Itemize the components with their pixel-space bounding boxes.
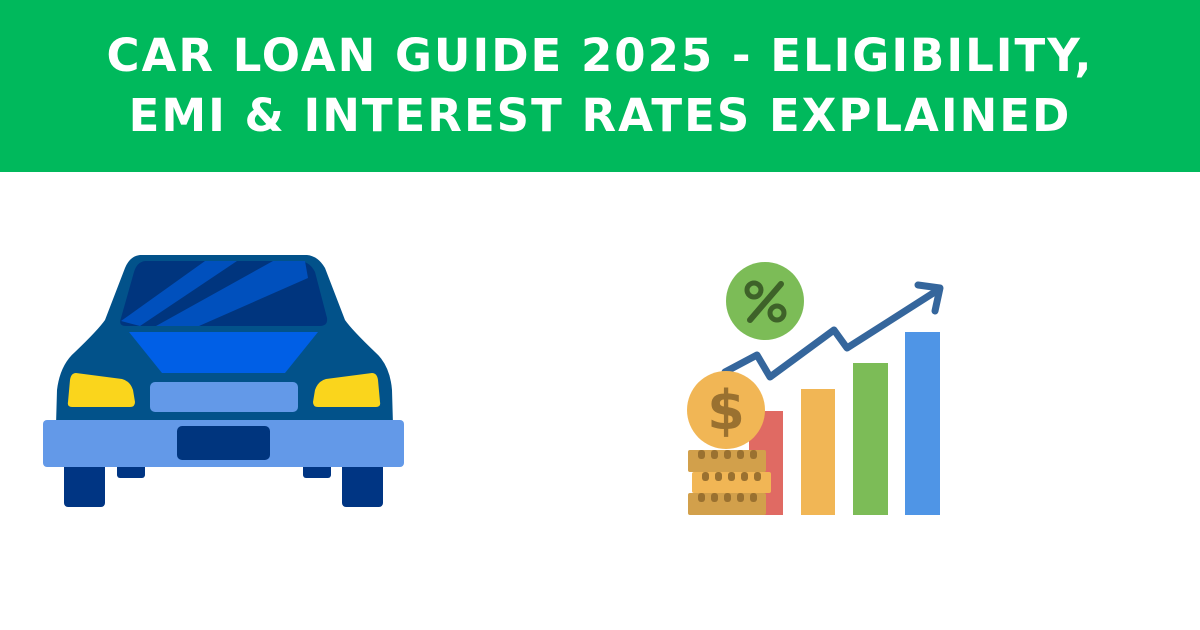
dollar-symbol: $ bbox=[707, 379, 745, 442]
car-front-icon bbox=[43, 255, 404, 507]
title-banner: CAR LOAN GUIDE 2025 - ELIGIBILITY, EMI &… bbox=[0, 0, 1200, 172]
bar-blue bbox=[905, 332, 940, 515]
trend-arrow-icon bbox=[721, 286, 942, 381]
bar-orange bbox=[801, 389, 835, 515]
growth-chart-with-money-icon: $ bbox=[687, 262, 944, 515]
percent-badge-icon bbox=[726, 262, 804, 340]
title-line-2: EMI & INTEREST RATES EXPLAINED bbox=[128, 89, 1072, 142]
bar-green bbox=[853, 363, 888, 515]
coin-stack-icon bbox=[688, 450, 771, 515]
dollar-coin-icon: $ bbox=[687, 371, 765, 449]
title-line-1: CAR LOAN GUIDE 2025 - ELIGIBILITY, bbox=[106, 29, 1094, 82]
